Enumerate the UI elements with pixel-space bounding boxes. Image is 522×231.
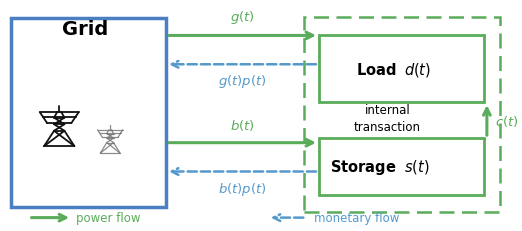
Text: $b(t)p(t)$: $b(t)p(t)$ [218,180,267,197]
Text: $b(t)$: $b(t)$ [230,118,255,133]
Text: $\bf{Load}$: $\bf{Load}$ [356,62,397,78]
FancyBboxPatch shape [319,36,484,103]
Text: $g(t)$: $g(t)$ [230,9,255,26]
Text: $c(t)$: $c(t)$ [494,113,518,128]
FancyBboxPatch shape [11,19,166,207]
Text: $g(t)p(t)$: $g(t)p(t)$ [218,73,267,90]
Text: $d(t)$: $d(t)$ [404,61,431,79]
Text: internal
transaction: internal transaction [354,104,421,134]
Text: power flow: power flow [76,211,140,224]
FancyBboxPatch shape [319,138,484,195]
Text: $\bf{Storage}$: $\bf{Storage}$ [330,157,397,176]
Text: $s(t)$: $s(t)$ [404,158,430,176]
Text: monetary flow: monetary flow [314,211,399,224]
Text: Grid: Grid [62,20,108,39]
